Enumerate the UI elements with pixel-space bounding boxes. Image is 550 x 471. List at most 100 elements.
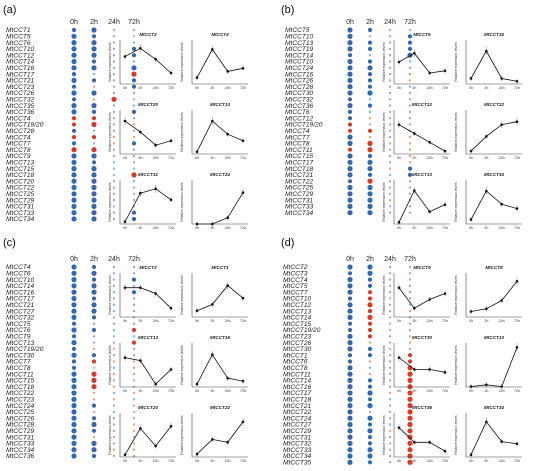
mini-chart-MtCCT30: MtCCT30 Relative expression levels 0h 2h 24h… bbox=[382, 335, 450, 393]
panel-label: (c) bbox=[3, 237, 16, 249]
expression-dot bbox=[92, 391, 96, 395]
expression-dot bbox=[131, 216, 137, 222]
data-point bbox=[169, 368, 173, 371]
expression-dot bbox=[368, 360, 372, 363]
x-tick-label: 2h bbox=[138, 156, 142, 160]
x-tick-label: 2h bbox=[138, 319, 142, 323]
expression-dot bbox=[388, 309, 392, 313]
expression-dot bbox=[112, 154, 116, 158]
mini-chart-MtCCT4: MtCCT4 Relative expression levels 0h 2h 24h 7… bbox=[180, 32, 248, 90]
expression-dot bbox=[347, 459, 353, 465]
expression-dot bbox=[112, 265, 116, 269]
expression-dot bbox=[132, 335, 136, 338]
gene-label: MtCCT14 bbox=[6, 59, 35, 66]
column-header-72h: 72h bbox=[404, 19, 416, 26]
expression-dot bbox=[71, 283, 77, 289]
expression-dot bbox=[91, 359, 97, 364]
x-tick-label: 72h bbox=[168, 459, 174, 463]
expression-dot bbox=[112, 148, 116, 151]
expression-dot bbox=[347, 109, 353, 114]
expression-dot bbox=[112, 135, 116, 139]
expression-dot bbox=[71, 52, 77, 58]
expression-dot bbox=[388, 148, 392, 151]
expression-dot bbox=[131, 84, 137, 89]
expression-dot bbox=[388, 60, 392, 63]
expression-dot bbox=[347, 327, 353, 333]
panel-label: (d) bbox=[281, 237, 294, 249]
y-axis-label: Relative expression levels bbox=[108, 42, 112, 82]
gene-label: MtCCT13 bbox=[283, 308, 312, 315]
gene-label: MtCCT4 bbox=[6, 264, 31, 271]
expression-dot bbox=[367, 403, 373, 409]
gene-label: MtCCT4 bbox=[285, 128, 310, 135]
mini-chart-MtCCT34: MtCCT34 Relative expression levels 0h 2h 24h… bbox=[454, 405, 522, 463]
expression-dot bbox=[407, 415, 413, 421]
data-point bbox=[428, 71, 431, 75]
x-tick-label: 24h bbox=[427, 86, 433, 90]
gene-label: MtCCT10 bbox=[6, 46, 35, 53]
expression-dot bbox=[408, 123, 412, 126]
expression-dot bbox=[92, 72, 96, 76]
expression-dot bbox=[132, 186, 136, 189]
expression-dot bbox=[112, 35, 116, 38]
gene-label: MtCCT19/20 bbox=[6, 346, 44, 353]
data-point bbox=[469, 77, 473, 80]
expression-dot bbox=[367, 65, 373, 71]
expression-dot bbox=[408, 211, 412, 214]
gene-label: MtCCT10 bbox=[285, 34, 314, 41]
mini-chart-MtCCT16: MtCCT16 Relative expression levels 0h 2h 24h… bbox=[454, 32, 522, 90]
y-axis-label: Relative expression levels bbox=[454, 112, 458, 152]
expression-dot bbox=[71, 84, 77, 89]
expression-dot bbox=[347, 346, 353, 352]
expression-dot bbox=[91, 296, 97, 301]
expression-dot bbox=[388, 360, 392, 363]
expression-dot bbox=[131, 327, 137, 333]
y-axis-label: Relative expression levels bbox=[382, 182, 386, 222]
expression-dot bbox=[368, 54, 372, 57]
series-line bbox=[196, 48, 244, 78]
x-tick-label: 72h bbox=[168, 226, 174, 230]
expression-dot bbox=[132, 297, 136, 300]
gene-label: MtCCT29 bbox=[6, 197, 35, 204]
expression-dot bbox=[91, 270, 97, 276]
panel-c: (c)0h 2h 24h 72hMtCCT4MtCCT6MtCCT10MtCCT14M… bbox=[3, 237, 248, 463]
data-point bbox=[469, 149, 473, 153]
expression-dot bbox=[367, 390, 373, 396]
data-point bbox=[443, 371, 447, 374]
expression-dot bbox=[112, 284, 116, 288]
chart-title: MtCCT36 bbox=[412, 405, 432, 410]
chart-title: MtCCT4 bbox=[211, 32, 229, 37]
x-tick-label: 2h bbox=[210, 319, 214, 323]
chart-title: MtCCT22 bbox=[210, 405, 230, 410]
expression-dot bbox=[388, 297, 392, 300]
expression-dot bbox=[91, 216, 97, 222]
gene-label: MtCCT32 bbox=[285, 97, 314, 104]
x-tick-label: 0h bbox=[123, 459, 127, 463]
expression-dot bbox=[71, 122, 77, 127]
expression-dot bbox=[112, 117, 116, 120]
x-tick-label: 0h bbox=[469, 389, 473, 393]
expression-dot bbox=[91, 308, 97, 314]
expression-dot bbox=[407, 359, 413, 364]
data-point bbox=[169, 198, 173, 202]
expression-dot bbox=[91, 203, 97, 209]
expression-dot bbox=[132, 391, 136, 395]
series-line bbox=[124, 425, 172, 456]
data-point bbox=[226, 132, 229, 136]
expression-dot bbox=[132, 379, 136, 382]
data-point bbox=[226, 441, 229, 444]
expression-dot bbox=[112, 417, 116, 420]
data-point bbox=[485, 49, 488, 53]
x-tick-label: 0h bbox=[195, 389, 199, 393]
x-tick-label: 2h bbox=[412, 319, 416, 323]
expression-dot bbox=[111, 96, 117, 102]
data-point bbox=[154, 143, 157, 147]
gene-label: MtCCT23 bbox=[6, 397, 35, 404]
gene-label: MtCCT9 bbox=[6, 153, 31, 160]
expression-dot bbox=[407, 353, 413, 358]
data-point bbox=[428, 441, 431, 444]
expression-dot bbox=[132, 366, 136, 369]
expression-dot bbox=[92, 129, 96, 132]
y-axis-label: Relative expression levels bbox=[382, 275, 386, 315]
mini-chart-MtCCT13: MtCCT13 Relative expression levels 0h 2h 24h… bbox=[108, 335, 176, 393]
